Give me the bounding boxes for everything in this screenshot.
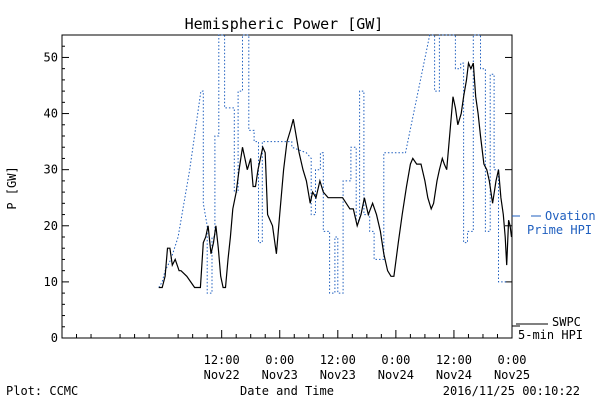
y-tick-label: 50 (44, 50, 58, 64)
legend-ovation-label-2: Prime HPI (527, 223, 592, 237)
y-tick-label: 40 (44, 107, 58, 121)
y-tick-label: 20 (44, 219, 58, 233)
x-tick-time: 12:00 (204, 353, 240, 367)
footer-right: 2016/11/25 00:10:22 (443, 384, 580, 398)
legend-swpc-label-1: SWPC (552, 315, 581, 329)
y-tick-label: 30 (44, 163, 58, 177)
legend-swpc-label-2: 5-min HPI (518, 328, 583, 342)
series-layer (158, 34, 513, 294)
x-tick-date: Nov23 (262, 368, 298, 382)
y-axis-label: P [GW] (5, 166, 19, 209)
y-axis: 0 10 20 30 40 50 (44, 45, 512, 345)
chart-title: Hemispheric Power [GW] (185, 15, 384, 33)
y-tick-label: 0 (51, 331, 58, 345)
x-tick-date: Nov24 (436, 368, 472, 382)
x-tick-date: Nov25 (494, 368, 530, 382)
x-tick-time: 0:00 (498, 353, 527, 367)
x-axis: 12:00Nov220:00Nov2312:00Nov230:00Nov2412… (76, 330, 530, 382)
x-axis-label: Date and Time (240, 384, 334, 398)
legend-ovation-label-1: Ovation (545, 209, 596, 223)
x-tick-date: Nov22 (204, 368, 240, 382)
x-tick-date: Nov23 (320, 368, 356, 382)
series-line-ovation-prime (158, 34, 507, 294)
x-tick-time: 0:00 (265, 353, 294, 367)
x-tick-time: 12:00 (436, 353, 472, 367)
y-tick-label: 10 (44, 275, 58, 289)
x-tick-date: Nov24 (378, 368, 414, 382)
x-tick-time: 12:00 (320, 353, 356, 367)
series-line-swpc (158, 60, 513, 289)
plot-frame (61, 34, 513, 339)
x-tick-time: 0:00 (381, 353, 410, 367)
footer-left: Plot: CCMC (6, 384, 78, 398)
